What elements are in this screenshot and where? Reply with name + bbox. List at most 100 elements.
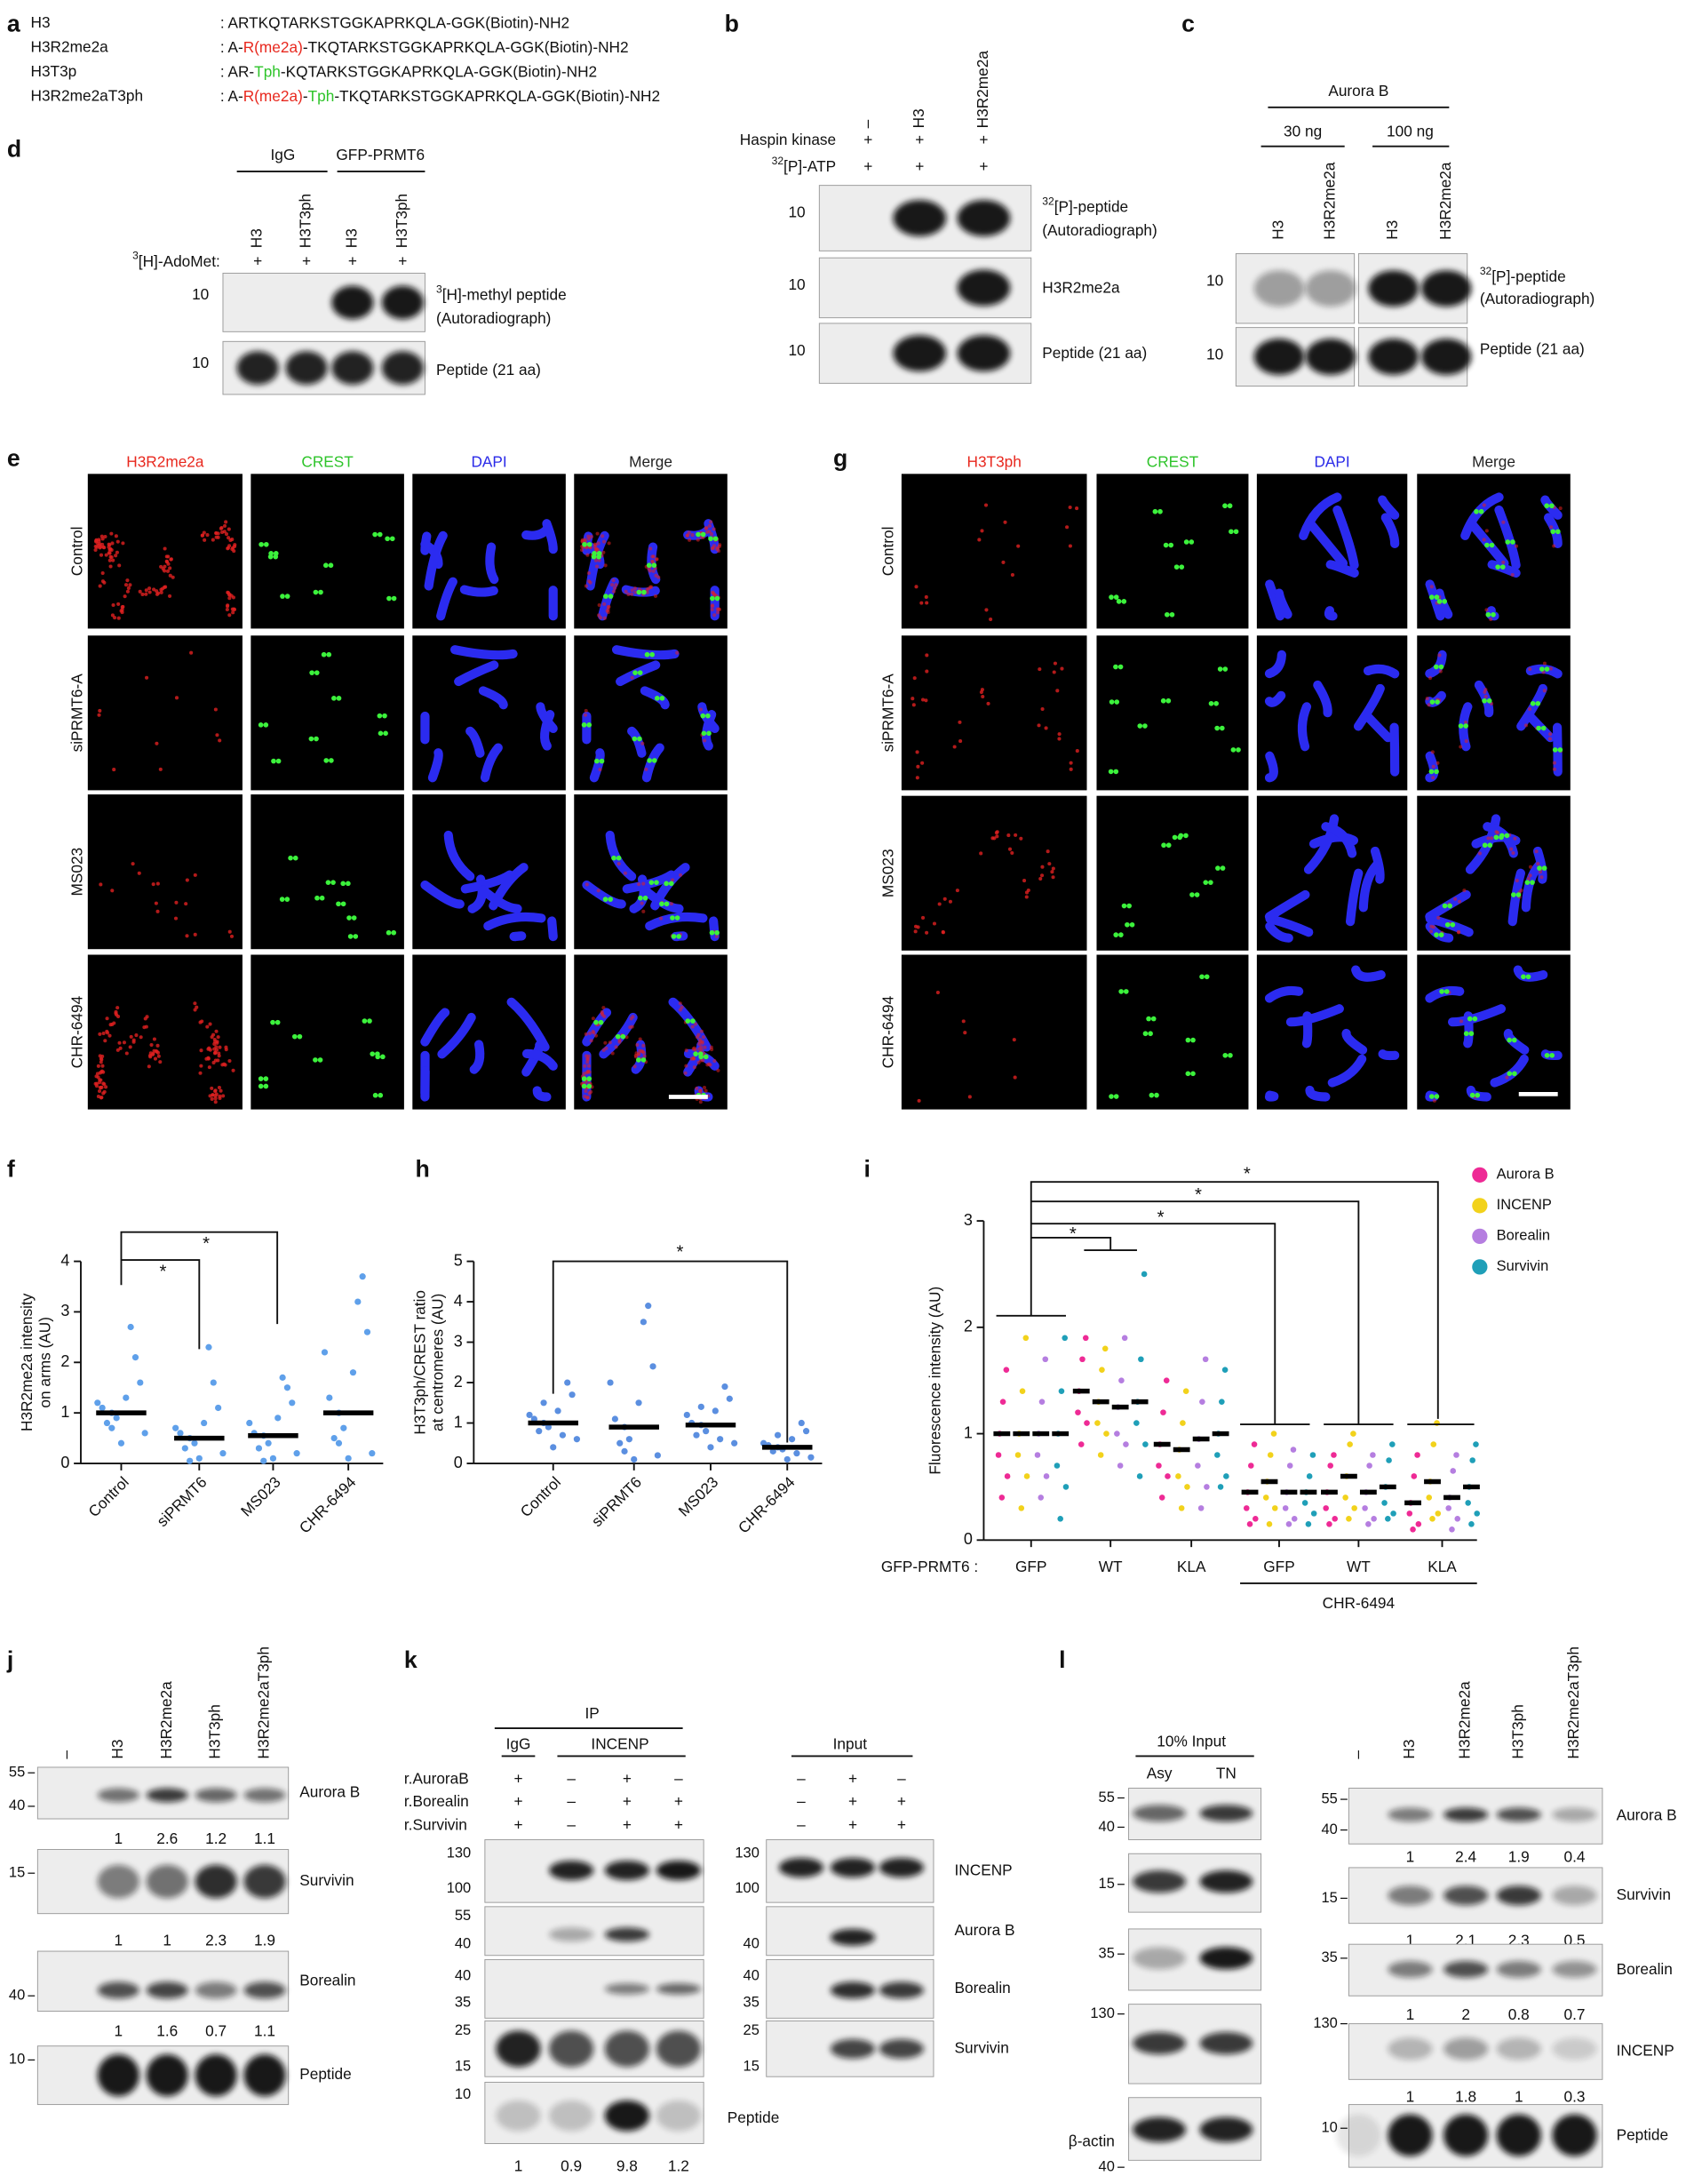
data-point — [1414, 1452, 1420, 1458]
data-point — [1327, 1463, 1333, 1469]
centromere — [322, 562, 329, 569]
signal — [151, 882, 155, 887]
signal — [1534, 849, 1539, 854]
centromere — [389, 536, 395, 542]
band — [1420, 339, 1472, 375]
centromere — [1428, 769, 1435, 775]
centromere — [714, 595, 720, 602]
centromere — [1113, 1094, 1119, 1099]
centromere — [685, 1018, 691, 1024]
centromere — [347, 934, 354, 939]
centromere — [664, 881, 669, 887]
data-point — [1270, 1431, 1277, 1437]
signal — [1482, 503, 1486, 507]
data-point — [526, 1411, 533, 1419]
signal — [650, 554, 655, 559]
data-point — [1290, 1447, 1297, 1453]
signal — [1075, 749, 1079, 753]
data-point — [335, 1439, 343, 1447]
superscript: 32 — [772, 155, 784, 167]
centromere — [1439, 989, 1444, 994]
channel-label: Merge — [1472, 452, 1515, 470]
signal — [656, 575, 661, 579]
centromere — [279, 897, 285, 902]
signal — [216, 1035, 220, 1040]
bracket — [552, 1260, 789, 1443]
signal — [684, 1048, 688, 1053]
blot — [36, 1950, 290, 2012]
signal — [107, 558, 112, 562]
sequence: : A-R(me2a)-Tph-TKQTARKSTGGKAPRKQLA-GGK(… — [220, 87, 660, 105]
signal — [114, 534, 118, 538]
signal — [596, 889, 600, 893]
signal — [226, 590, 230, 594]
data-point — [1309, 1452, 1316, 1458]
chromosome — [1264, 751, 1278, 783]
signal — [1453, 897, 1458, 901]
centromere — [1190, 1071, 1196, 1077]
signal — [207, 1065, 211, 1070]
signal — [675, 650, 680, 655]
centromere — [1486, 697, 1492, 704]
mw-marker: 40 — [744, 1936, 759, 1952]
data-point — [1204, 1484, 1210, 1490]
band — [146, 1981, 188, 1999]
centromere — [581, 722, 587, 728]
signal — [1547, 737, 1552, 741]
blot-label: β-actin — [1069, 2132, 1115, 2149]
signal — [601, 550, 606, 554]
signal — [217, 1085, 221, 1090]
mw-marker: 35 — [744, 1994, 759, 2010]
signal — [1523, 723, 1529, 728]
centromere — [336, 901, 341, 907]
signal — [198, 1071, 203, 1075]
band — [146, 1788, 188, 1803]
signal — [108, 554, 113, 559]
centromere — [367, 1018, 372, 1024]
panel-label: e — [7, 445, 20, 472]
data-point — [1079, 1356, 1086, 1363]
data-point — [1306, 1473, 1313, 1479]
band — [381, 351, 424, 385]
centromere — [1113, 932, 1119, 937]
blot-label: (Autoradiograph) — [1042, 221, 1157, 239]
quantification: 0.9 — [561, 2157, 582, 2175]
sign: – — [797, 1815, 806, 1833]
signal — [1539, 875, 1544, 880]
centromere — [1129, 921, 1135, 928]
data-point — [177, 1430, 184, 1437]
signal — [925, 930, 929, 935]
centromere — [284, 594, 290, 599]
signal — [584, 584, 588, 588]
centromere — [314, 895, 320, 901]
centromere — [648, 880, 655, 886]
signal — [99, 1060, 103, 1064]
signal — [158, 1060, 163, 1064]
signal — [1552, 767, 1557, 771]
band — [1443, 1885, 1489, 1906]
peptide-name: H3 — [31, 13, 51, 31]
centromere — [649, 651, 656, 658]
data-point — [1429, 1516, 1435, 1522]
signal — [202, 530, 206, 535]
mw-marker: 25 — [744, 2022, 759, 2038]
signal — [602, 616, 607, 620]
data-point — [1366, 1463, 1372, 1469]
blot-label: Survivin — [954, 2038, 1008, 2056]
centromere — [313, 1057, 318, 1063]
signal — [963, 1031, 967, 1035]
signal — [1513, 836, 1517, 841]
centromere — [258, 541, 264, 547]
condition-label: Control — [879, 527, 896, 577]
signal — [1001, 560, 1006, 564]
centromere — [1173, 564, 1180, 570]
centromere — [591, 554, 597, 560]
centromere — [1199, 974, 1205, 980]
signal — [227, 929, 232, 934]
data-point — [1350, 1431, 1356, 1437]
lane-label: Asy — [1147, 1764, 1173, 1781]
signal — [149, 1042, 154, 1048]
blot-label: H3R2me2a — [1042, 278, 1120, 296]
centromere — [1484, 542, 1490, 548]
